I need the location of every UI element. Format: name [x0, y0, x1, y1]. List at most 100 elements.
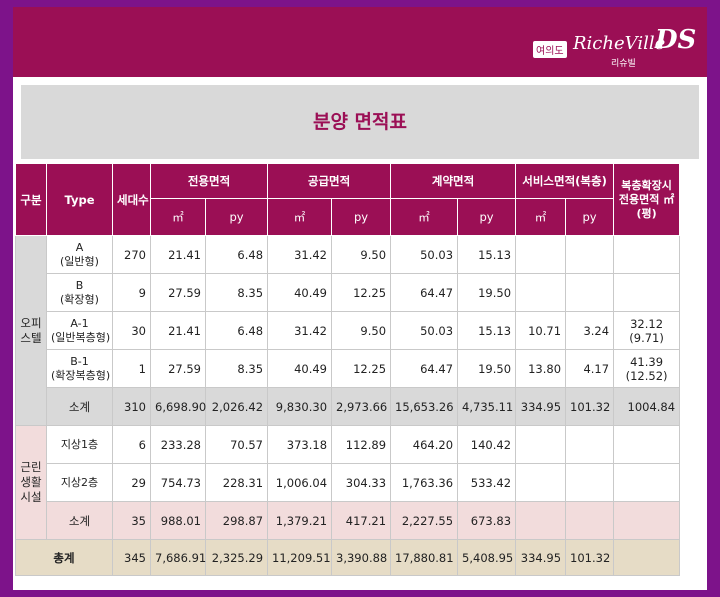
cell: 31.42: [267, 235, 333, 274]
cell: 345: [112, 539, 151, 576]
cell: [515, 463, 567, 502]
cell: 21.41: [150, 311, 206, 350]
unit-sqm: ㎡: [515, 198, 567, 236]
logo-tag: 여의도: [533, 41, 567, 58]
col-exclusive: 전용면적: [149, 163, 269, 199]
type-cell: A-1 (일반복층형): [46, 311, 113, 350]
cell: 19.50: [457, 273, 517, 312]
cell: 11,209.51: [267, 539, 333, 576]
table-row: 지상2층 29 754.73 228.31 1,006.04 304.33 1,…: [16, 463, 681, 502]
unit-py: py: [204, 198, 269, 236]
cell: 1,763.36: [390, 463, 459, 502]
cell: 5,408.95: [457, 539, 517, 576]
units-cell: 9: [112, 273, 151, 312]
cell: 988.01: [150, 501, 206, 540]
type-cell: B-1 (확장복층형): [46, 349, 113, 388]
subtotal-row: 소계 310 6,698.90 2,026.42 9,830.30 2,973.…: [16, 387, 681, 426]
cell: 673.83: [457, 501, 517, 540]
cell: 334.95: [515, 387, 567, 426]
cell: 2,325.29: [204, 539, 269, 576]
cell: [565, 463, 615, 502]
cell: [565, 501, 615, 540]
cell: [515, 425, 567, 464]
page-title: 분양 면적표: [312, 111, 407, 133]
logo-sub: 리슈빌: [611, 59, 636, 69]
cell: 7,686.91: [150, 539, 206, 576]
subtotal-label: 소계: [46, 501, 113, 540]
units-cell: 30: [112, 311, 151, 350]
cell: 35: [112, 501, 151, 540]
logo-brand: RicheVille: [573, 33, 666, 54]
unit-py: py: [565, 198, 615, 236]
logo-mark: DS: [655, 25, 697, 55]
cell: 228.31: [204, 463, 269, 502]
cell: 1004.84: [613, 387, 681, 426]
col-contract: 계약면적: [390, 163, 517, 199]
type-cell: A (일반형): [46, 235, 113, 274]
area-table: 구분 Type 세대수 전용면적 공급면적 계약면적 서비스면적(복층) 복층확…: [15, 163, 681, 576]
cell: 6,698.90: [150, 387, 206, 426]
cell: 40.49: [267, 349, 333, 388]
cell: 17,880.81: [390, 539, 459, 576]
unit-sqm: ㎡: [390, 198, 459, 236]
cell: 533.42: [457, 463, 517, 502]
col-supply: 공급면적: [267, 163, 392, 199]
cell: 101.32: [565, 387, 615, 426]
cell: 373.18: [267, 425, 333, 464]
subtotal-label: 소계: [46, 387, 113, 426]
unit-sqm: ㎡: [150, 198, 206, 236]
cell: 6.48: [204, 311, 269, 350]
cell: 15.13: [457, 235, 517, 274]
cell: 32.12 (9.71): [613, 311, 681, 350]
table-row: 근린 생활 시설 지상1층 6 233.28 70.57 373.18 112.…: [15, 425, 681, 540]
cell: [565, 273, 615, 312]
title-bar: 분양 면적표: [21, 85, 699, 159]
cell: 233.28: [150, 425, 206, 464]
cell: 754.73: [150, 463, 206, 502]
type-cell: B (확장형): [46, 273, 113, 312]
cell: 50.03: [390, 311, 459, 350]
cell: 64.47: [390, 349, 459, 388]
cell: 31.42: [267, 311, 333, 350]
cell: 101.32: [565, 539, 615, 576]
cell: [613, 539, 681, 576]
cell: [515, 501, 567, 540]
header-bar: 여의도 RicheVille DS 리슈빌: [13, 7, 707, 77]
cell: 1,379.21: [267, 501, 333, 540]
cell: [515, 235, 567, 274]
cell: [613, 235, 681, 274]
col-type: Type: [46, 163, 113, 236]
cell: 29: [112, 463, 151, 502]
group-office: 오피 스텔: [15, 235, 47, 426]
cell: [613, 425, 681, 464]
cell: 4,735.11: [457, 387, 517, 426]
table-row: 오피 스텔 A (일반형) 270 21.41 6.48 31.42 9.50 5…: [15, 235, 681, 426]
group-retail: 근린 생활 시설: [15, 425, 47, 540]
cell: 417.21: [331, 501, 392, 540]
subtotal-row: 소계 35 988.01 298.87 1,379.21 417.21 2,22…: [16, 501, 681, 540]
unit-py: py: [457, 198, 517, 236]
cell: [613, 463, 681, 502]
type-cell: 지상1층: [46, 425, 113, 464]
col-units: 세대수: [112, 163, 151, 236]
header-row-1: 구분 Type 세대수 전용면적 공급면적 계약면적 서비스면적(복층) 복층확…: [15, 163, 681, 236]
cell: 464.20: [390, 425, 459, 464]
cell: 9,830.30: [267, 387, 333, 426]
unit-py: py: [331, 198, 392, 236]
type-cell: 지상2층: [46, 463, 113, 502]
cell: 21.41: [150, 235, 206, 274]
cell: 50.03: [390, 235, 459, 274]
total-label: 총계: [15, 539, 113, 576]
cell: [565, 235, 615, 274]
table-row: B (확장형) 9 27.59 8.35 40.49 12.25 64.47 19…: [16, 273, 681, 312]
cell: 2,227.55: [390, 501, 459, 540]
brand-logo: 여의도 RicheVille DS 리슈빌: [533, 25, 697, 71]
cell: 13.80: [515, 349, 567, 388]
cell: 3.24: [565, 311, 615, 350]
cell: 6: [112, 425, 151, 464]
cell: [613, 273, 681, 312]
cell: 15.13: [457, 311, 517, 350]
unit-sqm: ㎡: [267, 198, 333, 236]
units-cell: 270: [112, 235, 151, 274]
cell: 9.50: [331, 311, 392, 350]
